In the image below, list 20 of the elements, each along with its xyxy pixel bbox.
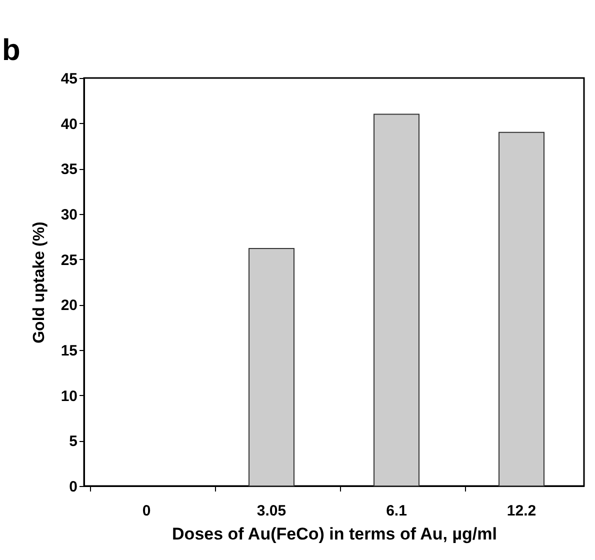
x-tick-label: 12.2 xyxy=(506,502,536,520)
bar xyxy=(498,132,544,486)
y-tick-label: 35 xyxy=(60,161,78,178)
y-axis-title: Gold uptake (%) xyxy=(30,222,48,344)
y-tick-label: 45 xyxy=(60,70,78,88)
bar xyxy=(248,248,294,486)
y-tick-label: 0 xyxy=(69,478,78,496)
x-tick-label: 3.05 xyxy=(256,502,286,520)
y-tick-label: 15 xyxy=(60,342,78,360)
y-tick-label: 20 xyxy=(60,297,78,314)
y-tick-label: 10 xyxy=(60,388,78,405)
x-tick-label: 0 xyxy=(142,502,151,520)
y-tick-label: 30 xyxy=(60,206,78,224)
y-tick-label: 5 xyxy=(69,433,78,450)
text: b xyxy=(2,34,20,67)
x-tick-label: 6.1 xyxy=(386,502,407,520)
y-tick-label: 40 xyxy=(60,116,78,133)
y-tick-label: 25 xyxy=(60,252,78,269)
bar xyxy=(374,114,420,486)
x-axis-title: Doses of Au(FeCo) in terms of Au, µg/ml xyxy=(172,524,497,544)
